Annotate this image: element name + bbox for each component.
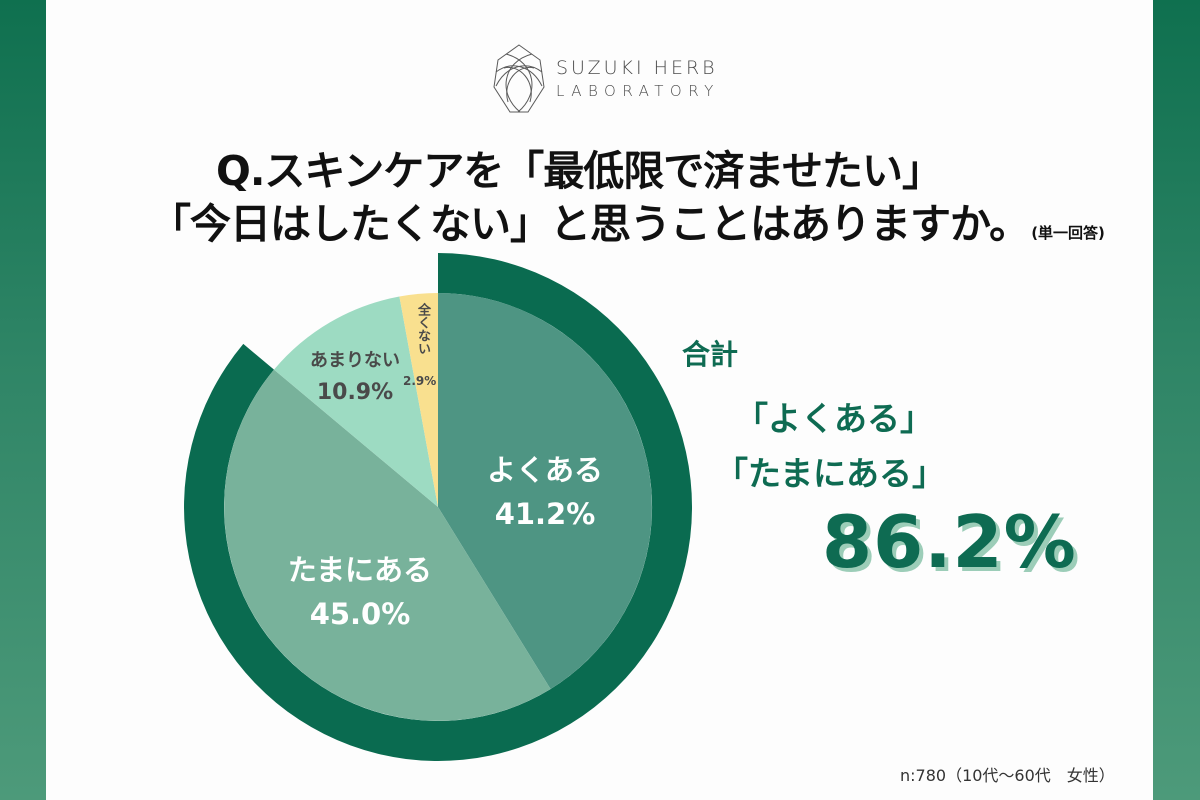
summary-total-percentage: 86.2% [822, 500, 1077, 584]
question-title-line2-text: 「今日はしたくない」と思うことはありますか。 [150, 200, 1030, 248]
slice-tama [224, 369, 551, 721]
slice-label-amari: あまりない 10.9% [300, 345, 410, 409]
slice-mattaku [399, 293, 438, 507]
slice-amari [274, 296, 438, 507]
question-title-line1: Q.スキンケアを「最低限で済ませたい」 [216, 147, 943, 195]
summary-item-yoku: 「よくある」 [735, 399, 933, 438]
left-green-bar [0, 0, 46, 800]
slice-label-tama-pct: 45.0% [309, 597, 411, 631]
sample-footnote: n:780（10代〜60代 女性） [900, 766, 1115, 785]
brand-name-line1: SUZUKI HERB [556, 57, 718, 79]
slice-label-amari-name: あまりない [310, 350, 400, 371]
slice-label-yoku-pct: 41.2% [494, 497, 596, 531]
brand-name-line2: LABORATORY [556, 82, 720, 100]
slice-label-mattaku-pct: 2.9% [403, 374, 437, 388]
slice-label-tama: たまにある 45.0% [270, 548, 450, 636]
slice-label-yoku: よくある 41.2% [470, 448, 620, 536]
interlaced-leaf-emblem-icon [493, 44, 545, 113]
slice-label-mattaku-name: 全くない [415, 303, 430, 355]
brand-name: SUZUKI HERB LABORATORY [556, 57, 720, 103]
summary-heading: 合計 [682, 338, 739, 371]
summary-item-tama: 「たまにある」 [715, 454, 946, 493]
slice-label-yoku-name: よくある [486, 453, 603, 487]
question-title-line2: 「今日はしたくない」と思うことはありますか。 (単一回答) [150, 190, 1105, 250]
right-green-bar [1153, 0, 1200, 800]
slice-label-amari-pct: 10.9% [316, 380, 394, 405]
answer-type-note: (単一回答) [1031, 224, 1105, 242]
slice-yoku [438, 293, 652, 689]
brand-logo: SUZUKI HERB LABORATORY [488, 42, 718, 117]
slice-label-tama-name: たまにある [287, 553, 433, 587]
